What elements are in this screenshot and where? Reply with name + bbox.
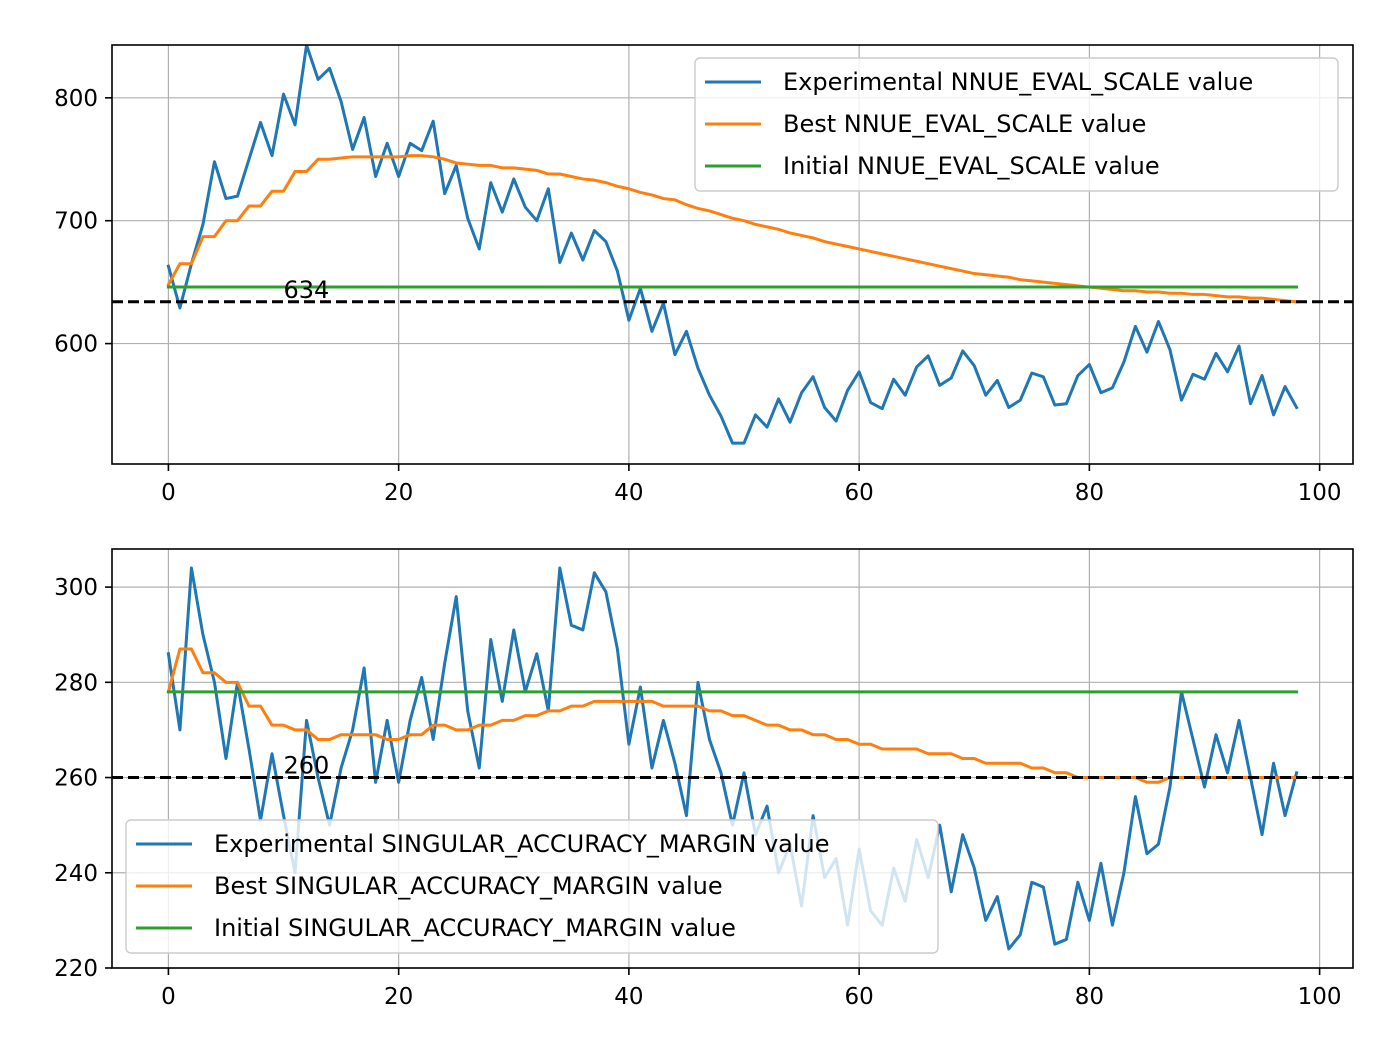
y-tick-label: 600: [54, 332, 98, 358]
plot-area: [112, 45, 1353, 445]
singular-margin-chart: 260 0 20 40 60 80 100 220 240 260 280 300 Experiment…: [54, 548, 1354, 1010]
y-tick-label: 260: [54, 766, 98, 792]
x-tick-label: 60: [844, 480, 873, 506]
legend-label-1: Best SINGULAR_ACCURACY_MARGIN value: [214, 872, 723, 900]
y-tick-label: 280: [54, 670, 98, 696]
x-tick-label: 0: [161, 480, 176, 506]
axes-frame: [111, 44, 1354, 465]
x-tick-label: 100: [1298, 984, 1342, 1010]
x-tick-label: 20: [384, 480, 413, 506]
x-tick-label: 80: [1075, 984, 1104, 1010]
x-tick-label: 0: [161, 984, 176, 1010]
threshold-label: 634: [284, 276, 330, 304]
legend-frame: [694, 57, 1339, 192]
x-tick-label: 40: [614, 480, 643, 506]
y-tick-label: 220: [54, 956, 98, 982]
x-tick-label: 100: [1298, 480, 1342, 506]
y-tick-label: 300: [54, 575, 98, 601]
x-tick-label: 80: [1075, 480, 1104, 506]
legend-frame: [125, 819, 939, 954]
legend-label-2: Initial SINGULAR_ACCURACY_MARGIN value: [214, 914, 736, 942]
legend-label-0: Experimental SINGULAR_ACCURACY_MARGIN va…: [214, 830, 830, 858]
eval-scale-chart: 634 0 20 40 60 80 100 600 700 800 Experimental NNU…: [54, 44, 1354, 506]
series-line-0: [166, 45, 1299, 445]
y-tick-label: 240: [54, 861, 98, 887]
legend: Experimental NNUE_EVAL_SCALE value Best N…: [694, 57, 1339, 192]
legend: Experimental SINGULAR_ACCURACY_MARGIN va…: [125, 819, 939, 954]
x-tick-label: 40: [614, 984, 643, 1010]
x-tick-label: 20: [384, 984, 413, 1010]
legend-label-2: Initial NNUE_EVAL_SCALE value: [783, 152, 1160, 180]
legend-label-1: Best NNUE_EVAL_SCALE value: [783, 110, 1146, 138]
y-tick-label: 700: [54, 209, 98, 235]
x-tick-label: 60: [844, 984, 873, 1010]
y-tick-label: 800: [54, 86, 98, 112]
axes-frame: [111, 548, 1354, 969]
threshold-label: 260: [284, 752, 330, 780]
series-line-1: [166, 154, 1299, 304]
legend-label-0: Experimental NNUE_EVAL_SCALE value: [783, 68, 1253, 96]
